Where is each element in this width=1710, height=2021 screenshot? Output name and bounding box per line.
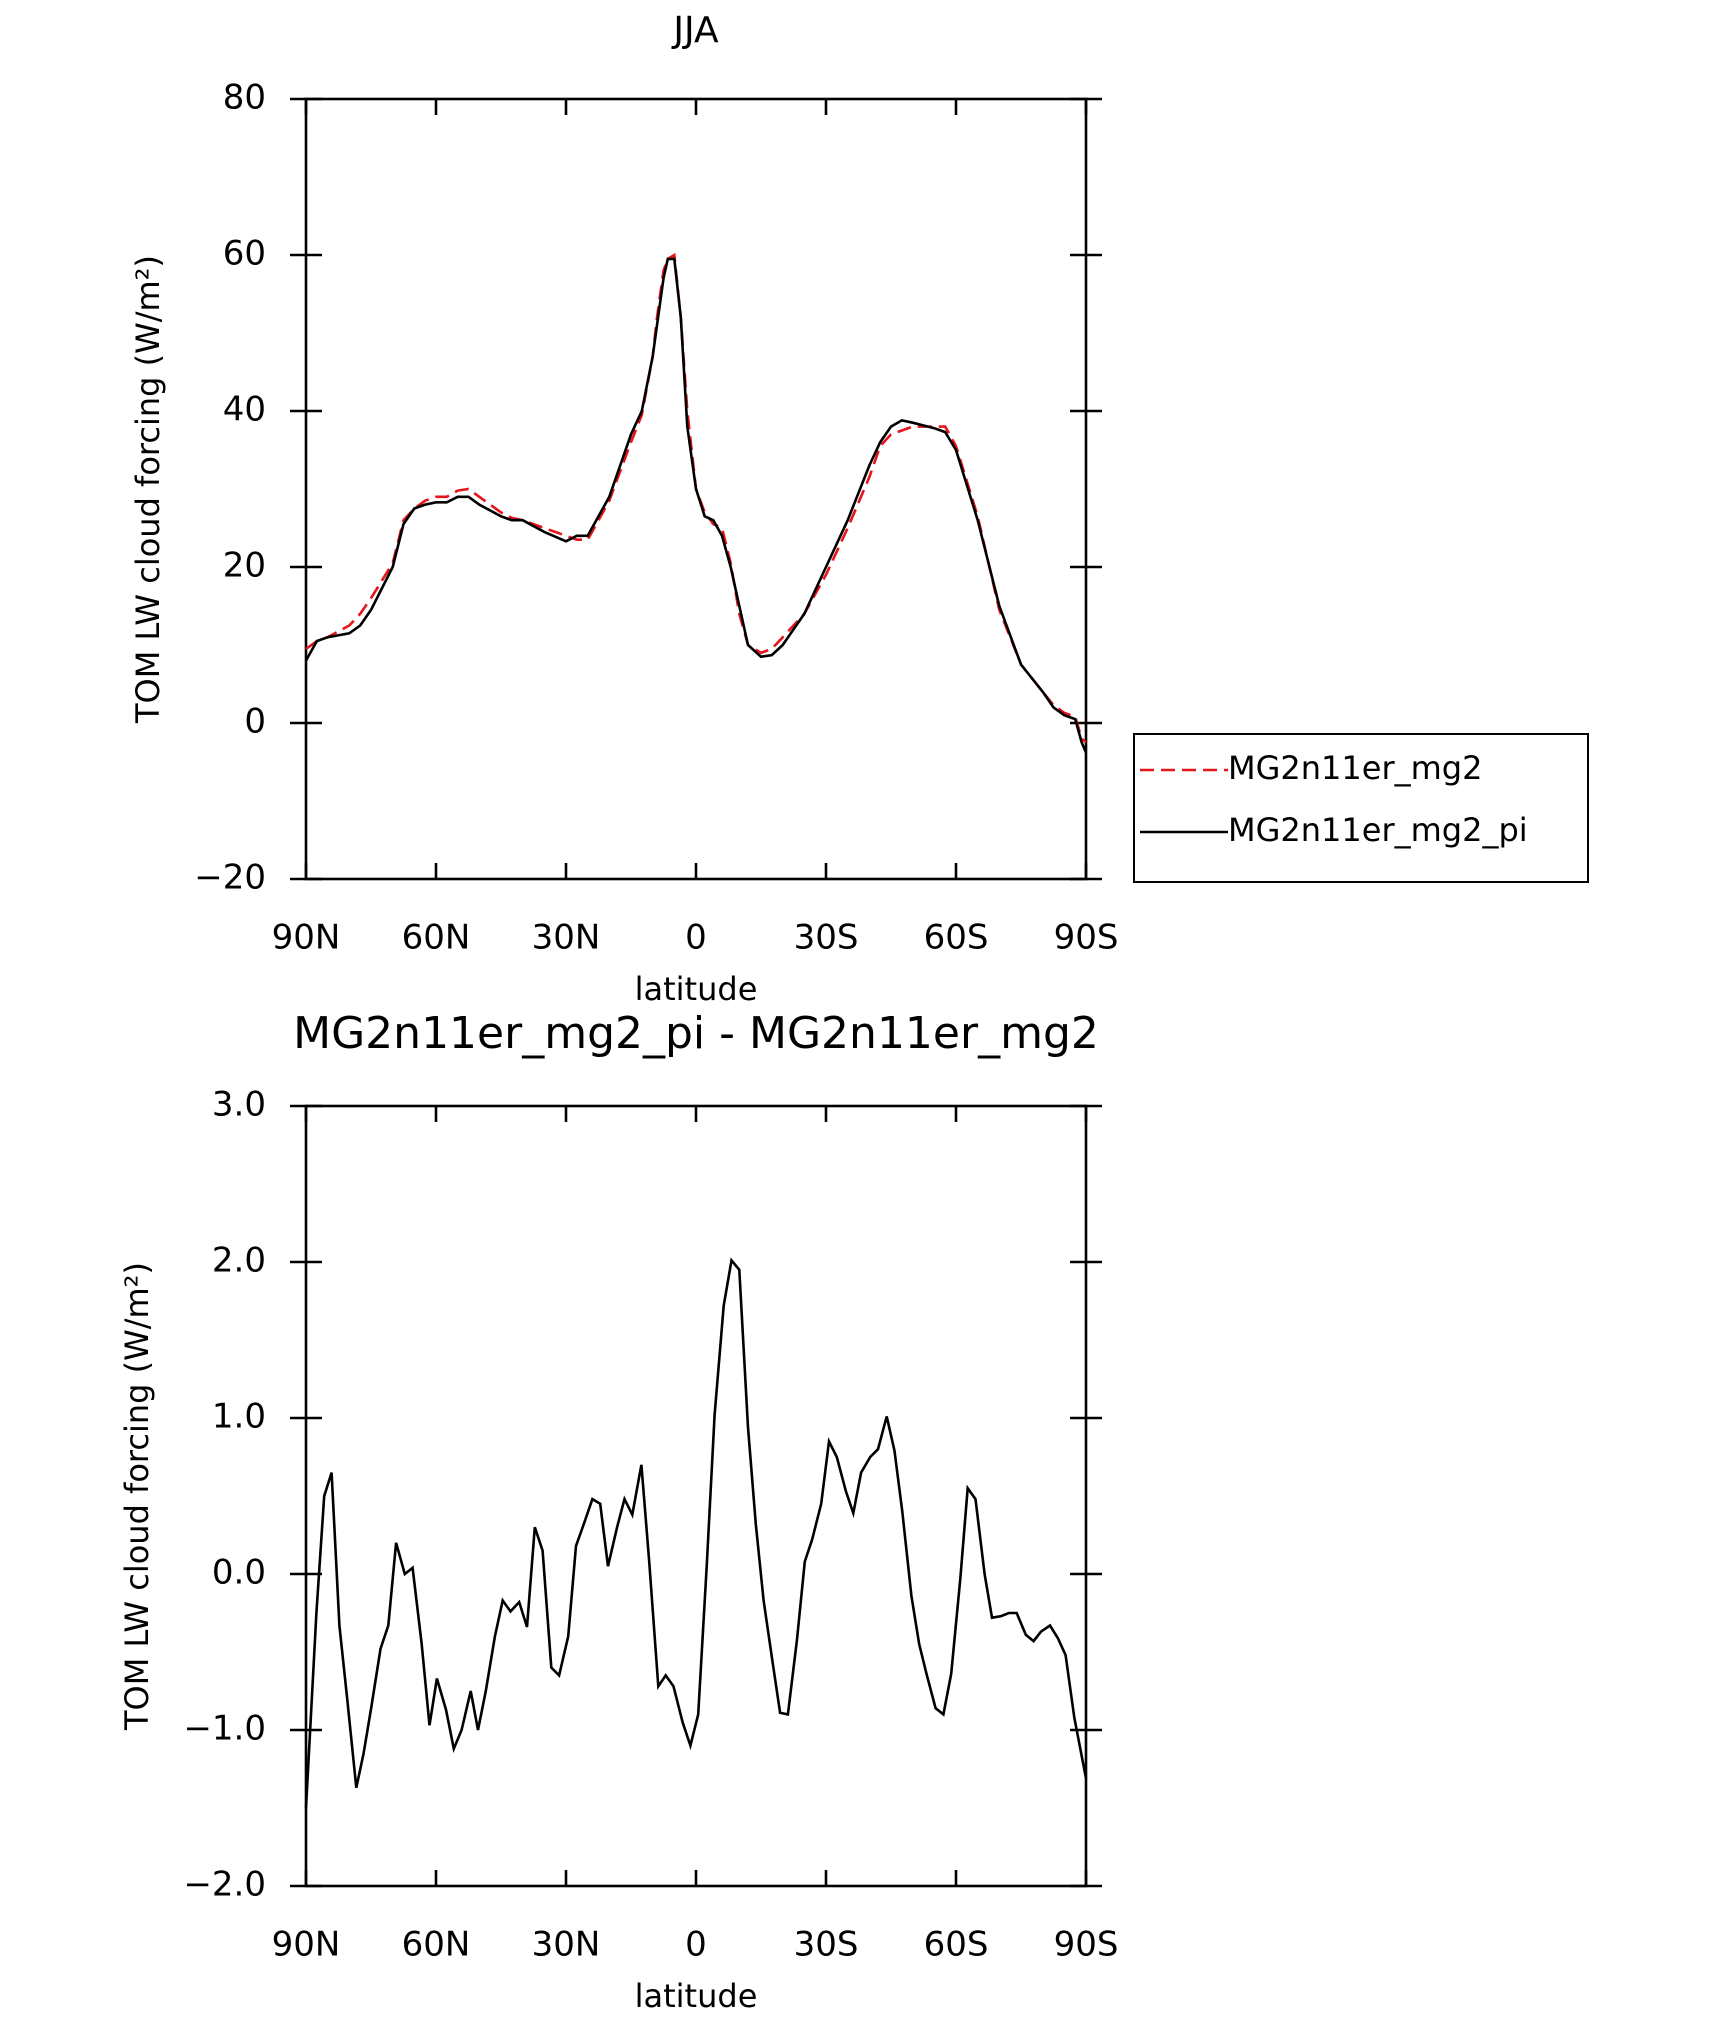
x-tick-label: 30N — [532, 1925, 601, 1965]
y-tick-label: −20 — [194, 858, 266, 898]
x-axis-label: latitude — [635, 1977, 758, 2015]
y-tick-label: 0 — [244, 702, 266, 742]
x-tick-label: 30N — [532, 918, 601, 958]
y-tick-label: 40 — [223, 390, 266, 430]
y-tick-label: −1.0 — [183, 1709, 266, 1749]
chart-title: JJA — [671, 10, 719, 51]
data-line — [304, 257, 1088, 754]
x-tick-label: 30S — [794, 1925, 859, 1965]
x-tick-label: 30S — [794, 918, 859, 958]
y-tick-label: 1.0 — [212, 1397, 266, 1437]
y-tick-label: 20 — [223, 546, 266, 586]
x-tick-label: 60N — [402, 1925, 471, 1965]
x-tick-label: 90N — [272, 1925, 341, 1965]
chart-title: MG2n11er_mg2_pi - MG2n11er_mg2 — [293, 1008, 1099, 1059]
data-line — [304, 1257, 1088, 1809]
x-tick-label: 90N — [272, 918, 341, 958]
y-tick-label: 3.0 — [212, 1085, 266, 1125]
x-tick-label: 90S — [1054, 1925, 1119, 1965]
x-tick-label: 60S — [924, 918, 989, 958]
y-axis-label: TOM LW cloud forcing (W/m²) — [129, 255, 167, 724]
y-tick-label: 60 — [223, 234, 266, 274]
x-tick-label: 60N — [402, 918, 471, 958]
legend-box — [1133, 733, 1589, 883]
y-tick-label: −2.0 — [183, 1865, 266, 1905]
x-tick-label: 60S — [924, 1925, 989, 1965]
legend-label: MG2n11er_mg2_pi — [1228, 811, 1528, 849]
y-tick-label: 2.0 — [212, 1241, 266, 1281]
x-tick-label: 0 — [685, 1925, 707, 1965]
x-tick-label: 90S — [1054, 918, 1119, 958]
y-axis-label: TOM LW cloud forcing (W/m²) — [118, 1262, 156, 1731]
x-tick-label: 0 — [685, 918, 707, 958]
y-tick-label: 0.0 — [212, 1553, 266, 1593]
legend-label: MG2n11er_mg2 — [1228, 749, 1482, 787]
plot-frame — [304, 1104, 1088, 1888]
y-tick-label: 80 — [223, 78, 266, 118]
x-axis-label: latitude — [635, 970, 758, 1008]
data-line — [305, 252, 1087, 744]
